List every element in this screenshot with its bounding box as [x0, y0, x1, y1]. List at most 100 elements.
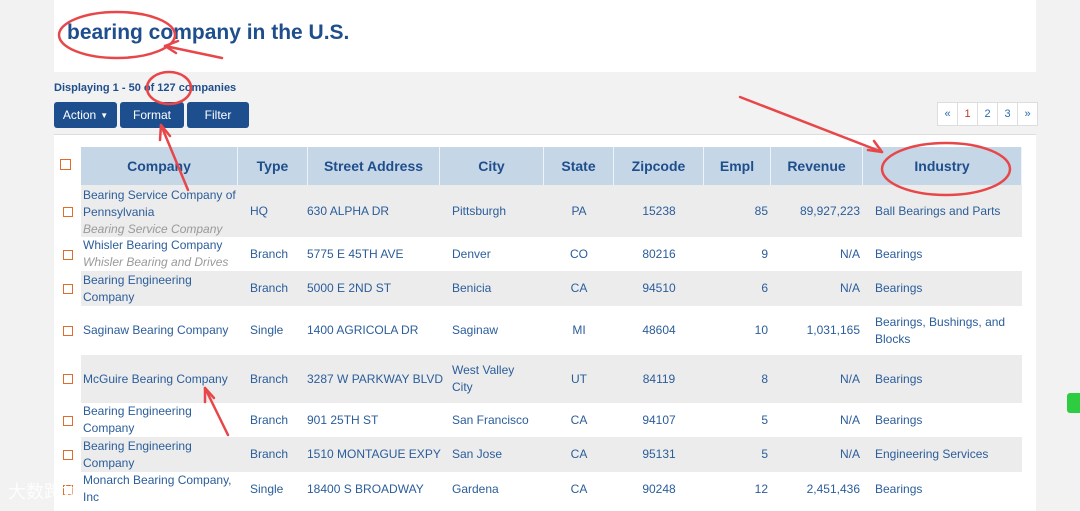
pager-page-3[interactable]: 3 — [998, 103, 1018, 125]
type-cell: Single — [250, 323, 284, 337]
industry-cell: Ball Bearings and Parts — [875, 203, 1001, 218]
empl-cell: 10 — [754, 323, 768, 337]
col-revenue[interactable]: Revenue — [771, 147, 863, 185]
state-cell: MI — [572, 323, 586, 337]
row-checkbox[interactable] — [63, 250, 73, 260]
pager-page-2[interactable]: 2 — [978, 103, 998, 125]
city-cell: Saginaw — [452, 323, 499, 337]
city-cell: Gardena — [452, 481, 499, 496]
company-name[interactable]: Saginaw Bearing Company — [83, 323, 229, 337]
state-cell: PA — [571, 203, 587, 218]
state-cell: CA — [570, 412, 588, 427]
filter-button-label: Filter — [204, 108, 232, 122]
pager-prev[interactable]: « — [938, 103, 958, 125]
empl-cell: 5 — [761, 447, 768, 461]
col-company[interactable]: Company — [81, 147, 238, 185]
pagination: « 1 2 3 » — [937, 102, 1038, 126]
select-all-checkbox[interactable] — [60, 159, 71, 170]
company-name[interactable]: Monarch Bearing Company, Inc — [83, 473, 232, 504]
industry-cell: Bearings — [875, 246, 923, 261]
table-header: Company Type Street Address City State Z… — [54, 147, 1036, 185]
table-row[interactable]: Bearing Engineering Company Branch 5000 … — [54, 271, 1036, 306]
company-table: Company Type Street Address City State Z… — [54, 134, 1036, 511]
company-name[interactable]: Bearing Service Company of Pennsylvania — [83, 188, 236, 219]
table-row[interactable]: Saginaw Bearing Company Single 1400 AGRI… — [54, 306, 1036, 355]
col-state[interactable]: State — [544, 147, 614, 185]
row-checkbox[interactable] — [63, 326, 73, 336]
zip-cell: 94107 — [642, 412, 676, 427]
col-zipcode[interactable]: Zipcode — [614, 147, 704, 185]
row-checkbox[interactable] — [63, 207, 73, 217]
city-cell: San Jose — [452, 447, 503, 461]
state-cell: CO — [570, 246, 588, 261]
col-empl[interactable]: Empl — [704, 147, 771, 185]
action-button-label: Action — [62, 108, 97, 122]
city-cell: San Francisco — [452, 412, 529, 427]
state-cell: CA — [570, 281, 588, 295]
revenue-cell: 1,031,165 — [806, 323, 860, 337]
zip-cell: 80216 — [642, 246, 676, 261]
type-cell: HQ — [250, 203, 268, 218]
company-name[interactable]: McGuire Bearing Company — [83, 371, 228, 386]
industry-cell: Bearings, Bushings, and Blocks — [875, 314, 1006, 346]
city-cell: Benicia — [452, 281, 492, 295]
row-checkbox[interactable] — [63, 416, 73, 426]
table-row[interactable]: Bearing Engineering Company Branch 901 2… — [54, 403, 1036, 437]
type-cell: Branch — [250, 246, 289, 261]
state-cell: CA — [570, 447, 588, 461]
type-cell: Single — [250, 481, 284, 496]
empl-cell: 9 — [761, 246, 768, 261]
revenue-cell: N/A — [839, 447, 860, 461]
zip-cell: 94510 — [642, 281, 676, 295]
page: bearing company in the U.S. Displaying 1… — [54, 0, 1038, 511]
empl-cell: 85 — [754, 203, 768, 218]
zip-cell: 15238 — [642, 203, 676, 218]
table-row[interactable]: McGuire Bearing Company Branch 3287 W PA… — [54, 355, 1036, 403]
watermark: 大数跨境 — [8, 482, 80, 502]
zip-cell: 48604 — [642, 323, 676, 337]
action-button[interactable]: Action ▼ — [54, 102, 117, 128]
filter-button[interactable]: Filter — [187, 102, 249, 128]
address-cell: 1510 MONTAGUE EXPY — [307, 447, 441, 461]
zip-cell: 95131 — [642, 447, 676, 461]
company-name[interactable]: Whisler Bearing Company — [83, 238, 223, 252]
pager-next[interactable]: » — [1024, 108, 1031, 120]
col-industry[interactable]: Industry — [863, 147, 1022, 185]
state-cell: CA — [570, 481, 588, 496]
company-alias: Whisler Bearing and Drives — [83, 255, 229, 269]
table-row[interactable]: Bearing Service Company of Pennsylvania … — [54, 185, 1036, 237]
city-cell: Pittsburgh — [452, 203, 507, 218]
row-checkbox[interactable] — [63, 284, 73, 294]
page-title: bearing company in the U.S. — [67, 21, 350, 44]
row-checkbox[interactable] — [63, 374, 73, 384]
company-alias: Bearing Service Company — [83, 222, 223, 236]
type-cell: Branch — [250, 412, 289, 427]
state-cell: UT — [571, 371, 587, 386]
col-city[interactable]: City — [440, 147, 544, 185]
revenue-cell: 89,927,223 — [799, 203, 860, 218]
industry-cell: Bearings — [875, 481, 923, 496]
empl-cell: 6 — [761, 281, 768, 295]
format-button[interactable]: Format — [120, 102, 184, 128]
industry-cell: Bearings — [875, 281, 923, 295]
address-cell: 901 25TH ST — [307, 412, 379, 427]
zip-cell: 84119 — [642, 371, 676, 386]
company-name[interactable]: Bearing Engineering Company — [83, 404, 192, 435]
caret-down-icon: ▼ — [100, 110, 109, 120]
company-name[interactable]: Bearing Engineering Company — [83, 438, 192, 470]
address-cell: 1400 AGRICOLA DR — [307, 323, 419, 337]
row-checkbox[interactable] — [63, 450, 73, 460]
industry-cell: Engineering Services — [875, 447, 989, 461]
company-name[interactable]: Bearing Engineering Company — [83, 272, 192, 304]
row-checkbox[interactable] — [63, 485, 73, 495]
title-panel: bearing company in the U.S. — [54, 0, 1036, 72]
format-button-label: Format — [132, 108, 171, 122]
table-row[interactable]: Monarch Bearing Company, Inc Single 1840… — [54, 472, 1036, 506]
col-street-address[interactable]: Street Address — [308, 147, 440, 185]
table-row[interactable]: Bearing Engineering Company Branch 1510 … — [54, 437, 1036, 472]
col-type[interactable]: Type — [238, 147, 308, 185]
industry-cell: Bearings — [875, 371, 923, 386]
pager-page-1[interactable]: 1 — [958, 103, 978, 125]
address-cell: 5000 E 2ND ST — [307, 281, 392, 295]
table-row[interactable]: Whisler Bearing Company Whisler Bearing … — [54, 237, 1036, 271]
